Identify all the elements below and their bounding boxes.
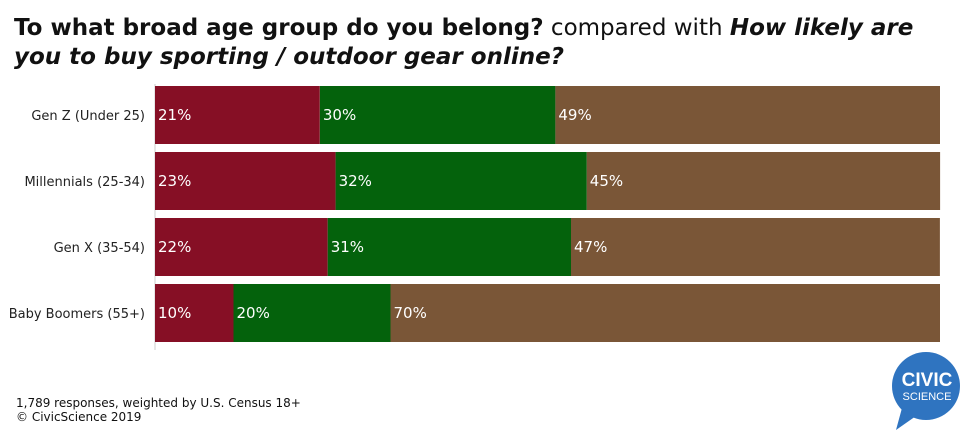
data-label: 47% [574, 238, 607, 256]
data-label: 22% [158, 238, 191, 256]
bar-segment [155, 284, 234, 342]
category-label: Millennials (25-34) [24, 175, 145, 190]
footer-copyright: © CivicScience 2019 [16, 410, 142, 424]
bar-segment [233, 284, 391, 342]
bar-segment [571, 218, 940, 276]
bar-segment [155, 86, 320, 144]
data-label: 32% [339, 172, 372, 190]
bar-segment [327, 218, 571, 276]
chart-title: To what broad age group do you belong? c… [14, 14, 954, 72]
bar-segment [155, 152, 336, 210]
data-label: 20% [237, 304, 270, 322]
bar-segment [335, 152, 587, 210]
logo-bubble-tail [896, 408, 916, 430]
data-label: 30% [323, 106, 356, 124]
bar-segment [390, 284, 940, 342]
data-label: 70% [394, 304, 427, 322]
data-label: 49% [558, 106, 591, 124]
category-label: Gen Z (Under 25) [31, 109, 145, 124]
bar-segment [319, 86, 556, 144]
category-label: Gen X (35-54) [54, 241, 145, 256]
title-question-2: How likely are you to buy sporting / out… [14, 15, 914, 70]
data-label: 10% [158, 304, 191, 322]
bar-segment [155, 218, 328, 276]
title-connector: compared with [543, 15, 730, 41]
category-label: Baby Boomers (55+) [9, 307, 145, 322]
civicscience-logo: CIVIC SCIENCE [892, 352, 960, 430]
data-label: 45% [590, 172, 623, 190]
logo-bubble [892, 352, 960, 420]
bar-segment [555, 86, 940, 144]
bar-segment [586, 152, 941, 210]
footer-note: 1,789 responses, weighted by U.S. Census… [16, 396, 301, 410]
data-label: 23% [158, 172, 191, 190]
logo-line-1: CIVIC [902, 370, 953, 391]
footer: 1,789 responses, weighted by U.S. Census… [16, 396, 301, 424]
data-label: 21% [158, 106, 191, 124]
data-label: 31% [331, 238, 364, 256]
title-question-1: To what broad age group do you belong? [14, 15, 544, 41]
logo-line-2: SCIENCE [903, 391, 952, 403]
